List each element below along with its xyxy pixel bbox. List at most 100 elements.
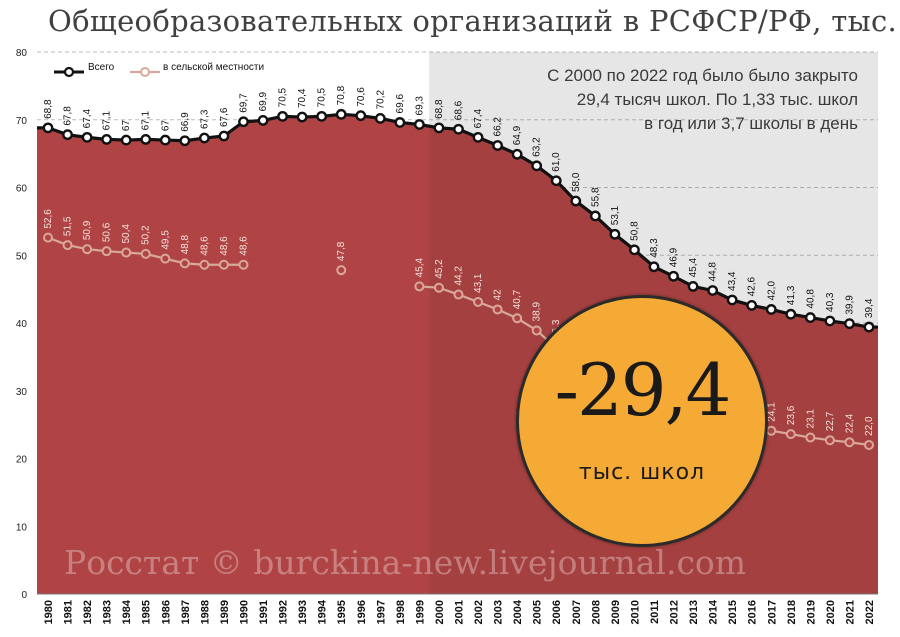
- total-point: [198, 132, 210, 144]
- rural-point: [473, 296, 484, 307]
- total-point: [863, 321, 875, 333]
- total-data-label: 39,4: [864, 298, 875, 318]
- x-tick-label: 1992: [278, 600, 290, 624]
- total-data-label: 67: [160, 120, 171, 132]
- total-point: [296, 111, 308, 123]
- x-tick-label: 1982: [82, 600, 94, 624]
- total-data-label: 42,0: [766, 281, 777, 301]
- y-tick-label: 60: [16, 184, 28, 195]
- x-tick-label: 1990: [238, 600, 250, 624]
- axes: 0 10 20 30 40 50 60 70 80 1980 1981 1982 1983 1984 198…: [16, 48, 878, 624]
- x-tick-label: 1995: [336, 600, 348, 624]
- total-series: 68,8 67,8 67,4 67,1 67 67,1 67 66,9 67,3 67,6 69,7…: [37, 85, 878, 333]
- rural-point: [453, 289, 464, 300]
- y-tick-label: 70: [16, 116, 28, 127]
- legend: [54, 66, 160, 78]
- total-data-label: 42,6: [747, 276, 758, 296]
- total-point: [453, 123, 464, 135]
- x-tick-label: 2006: [551, 600, 563, 624]
- total-data-label: 64,9: [512, 125, 523, 145]
- rural-data-label: 50,9: [82, 220, 93, 240]
- x-tick-label: 2022: [864, 600, 876, 624]
- total-data-label: 67,8: [63, 106, 74, 126]
- y-tick-label: 0: [21, 590, 27, 601]
- rural-point: [43, 232, 53, 243]
- total-point: [179, 135, 191, 147]
- rural-data-label: 45,4: [414, 258, 425, 278]
- x-tick-label: 1984: [121, 599, 133, 624]
- total-data-label: 70,4: [297, 88, 308, 108]
- rural-point: [805, 432, 816, 443]
- x-tick-label: 1989: [219, 600, 231, 624]
- rural-data-label: 50,2: [141, 225, 152, 245]
- total-point: [101, 133, 113, 145]
- total-data-label: 67,4: [82, 108, 93, 128]
- total-point: [668, 270, 679, 282]
- rural-point: [199, 259, 210, 270]
- rural-data-label: 23,6: [786, 405, 797, 425]
- x-tick-label: 2015: [727, 600, 739, 624]
- rural-point: [844, 437, 855, 448]
- x-tick-label: 1996: [356, 600, 368, 624]
- rural-data-label: 50,4: [121, 224, 132, 244]
- x-tick-label: 1997: [375, 600, 387, 624]
- total-data-label: 46,9: [669, 247, 680, 267]
- x-tick-label: 1985: [141, 600, 153, 624]
- rural-data-label: 22,0: [864, 416, 875, 436]
- rural-point: [140, 248, 151, 259]
- total-data-label: 68,8: [43, 99, 54, 119]
- legend-total-label: Всего: [88, 62, 115, 73]
- total-point: [335, 108, 347, 120]
- x-tick-label: 2013: [688, 600, 700, 624]
- total-point: [629, 244, 640, 256]
- total-point: [140, 133, 152, 145]
- x-tick-label: 2001: [454, 600, 466, 624]
- x-tick-label: 2000: [434, 600, 446, 624]
- total-point: [159, 134, 171, 146]
- rural-data-label: 47,8: [336, 241, 347, 261]
- x-tick-label: 2010: [629, 600, 641, 624]
- total-point: [609, 228, 621, 240]
- total-data-label: 50,8: [629, 221, 640, 241]
- x-tick-label: 1987: [180, 600, 192, 624]
- total-point: [804, 312, 816, 323]
- x-tick-label: 2020: [825, 600, 837, 624]
- rural-data-label: 24,1: [766, 402, 777, 422]
- rural-data-label: 50,6: [102, 222, 113, 242]
- x-tick-label: 2003: [493, 600, 505, 624]
- total-data-label: 66,9: [180, 112, 191, 132]
- total-point: [355, 110, 367, 122]
- x-tick-label: 2014: [708, 599, 720, 624]
- x-tick-label: 1983: [102, 600, 114, 624]
- total-data-label: 40,3: [825, 292, 836, 312]
- x-tick-label: 2012: [669, 600, 681, 624]
- x-tick-label: 1991: [258, 600, 270, 624]
- total-data-label: 70,2: [375, 89, 386, 109]
- legend-rural-marker: [140, 67, 150, 77]
- total-point: [570, 195, 582, 207]
- total-data-label: 55,8: [590, 187, 601, 207]
- total-data-label: 58,0: [571, 172, 582, 192]
- total-data-label: 67,1: [141, 110, 152, 130]
- x-tick-label: 2016: [747, 600, 759, 624]
- total-data-label: 70,6: [356, 87, 367, 107]
- rural-point: [101, 246, 112, 257]
- total-data-label: 39,9: [844, 295, 855, 315]
- rural-point: [238, 259, 249, 270]
- rural-data-label: 51,5: [63, 216, 74, 236]
- total-point: [746, 299, 758, 311]
- total-data-label: 67,4: [473, 108, 484, 128]
- x-tick-label: 1980: [43, 600, 55, 624]
- y-tick-label: 30: [16, 387, 28, 398]
- total-point: [550, 175, 562, 187]
- total-data-label: 61,0: [551, 152, 562, 172]
- rural-data-label: 38,9: [532, 302, 543, 322]
- total-point: [257, 115, 269, 126]
- y-tick-label: 10: [16, 522, 28, 533]
- total-data-label: 44,8: [708, 262, 719, 282]
- total-data-label: 69,9: [258, 92, 269, 112]
- total-point: [414, 119, 425, 130]
- rural-point: [414, 281, 425, 292]
- rural-point: [179, 258, 190, 269]
- total-data-label: 69,7: [238, 93, 249, 113]
